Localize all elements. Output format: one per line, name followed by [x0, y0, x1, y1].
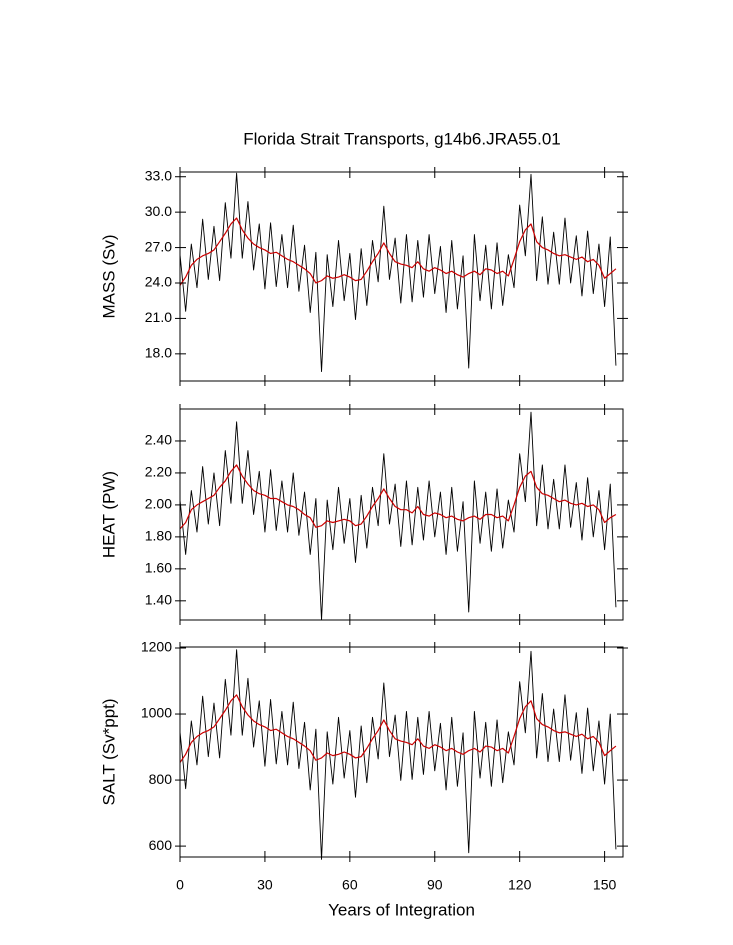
x-tick-label: 0	[176, 877, 184, 893]
y-tick-label: 18.0	[145, 345, 172, 361]
x-tick-label: 90	[427, 877, 443, 893]
y-tick-label: 1200	[141, 639, 172, 655]
x-tick-label: 60	[342, 877, 358, 893]
chart-title: Florida Strait Transports, g14b6.JRA55.0…	[243, 129, 561, 148]
series-line	[179, 217, 617, 286]
y-tick-label: 27.0	[145, 238, 172, 254]
y-tick-label: 2.40	[145, 432, 172, 448]
y-tick-label: 24.0	[145, 274, 172, 290]
y-tick-label: 1.80	[145, 528, 172, 544]
y-tick-label: 33.0	[145, 167, 172, 183]
x-axis-label: Years of Integration	[328, 900, 475, 919]
plot-frame	[179, 408, 624, 621]
series-line	[179, 411, 617, 621]
series-line	[179, 649, 617, 860]
series-line	[179, 694, 617, 763]
y-tick-label: 2.20	[145, 464, 172, 480]
y-tick-label: 1.60	[145, 560, 172, 576]
series-line	[179, 464, 617, 530]
y-tick-label: 800	[149, 771, 173, 787]
x-tick-label: 120	[508, 877, 532, 893]
y-tick-label: 1.40	[145, 592, 172, 608]
y-tick-label: 21.0	[145, 309, 172, 325]
series-line	[179, 172, 617, 372]
y-axis-label: HEAT (PW)	[99, 471, 118, 558]
x-tick-label: 150	[593, 877, 617, 893]
y-tick-label: 30.0	[145, 203, 172, 219]
y-tick-label: 600	[149, 837, 173, 853]
y-tick-label: 1000	[141, 705, 172, 721]
x-tick-label: 30	[257, 877, 273, 893]
plot-frame	[179, 646, 624, 858]
y-axis-label: MASS (Sv)	[99, 234, 118, 318]
y-axis-label: SALT (Sv*ppt)	[99, 698, 118, 805]
plot-frame	[179, 171, 624, 382]
y-tick-label: 2.00	[145, 496, 172, 512]
